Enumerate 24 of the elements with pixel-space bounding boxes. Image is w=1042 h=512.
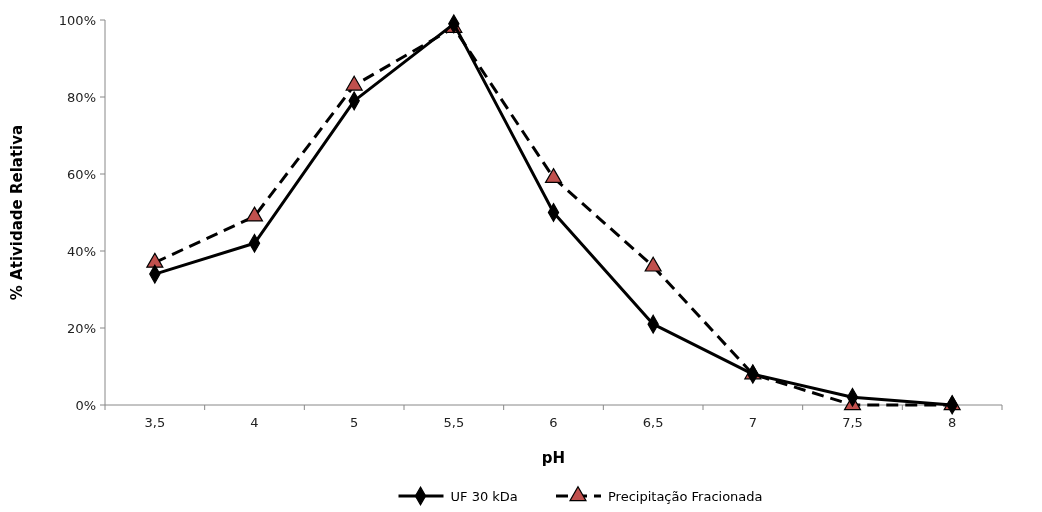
point bbox=[345, 75, 363, 91]
x-tick-label: 3,5 bbox=[144, 415, 166, 430]
legend-label: UF 30 kDa bbox=[450, 488, 518, 504]
x-tick-label: 5,5 bbox=[443, 415, 465, 430]
x-tick-label: 5 bbox=[350, 415, 359, 430]
y-tick-label: 20% bbox=[67, 320, 96, 336]
x-tick-label: 7 bbox=[748, 415, 757, 430]
point bbox=[544, 168, 563, 184]
y-tick-label: 40% bbox=[67, 243, 96, 259]
legend-label: Precipitação Fracionada bbox=[608, 488, 763, 504]
x-tick-label: 8 bbox=[948, 415, 957, 430]
y-tick-label: 80% bbox=[67, 89, 96, 105]
point bbox=[245, 206, 264, 222]
x-tick-label: 6 bbox=[549, 415, 558, 430]
y-tick-label: 60% bbox=[67, 166, 96, 182]
x-tick-label: 7,5 bbox=[842, 415, 863, 430]
x-tick-label: 4 bbox=[250, 415, 259, 430]
y-tick-label: 100% bbox=[58, 12, 96, 28]
x-axis-title: pH bbox=[541, 449, 566, 467]
y-axis-title: % Atividade Relativa bbox=[8, 124, 26, 301]
point bbox=[644, 256, 662, 272]
point bbox=[146, 252, 164, 268]
x-tick-label: 6,5 bbox=[642, 415, 664, 430]
y-tick-label: 0% bbox=[75, 397, 96, 413]
